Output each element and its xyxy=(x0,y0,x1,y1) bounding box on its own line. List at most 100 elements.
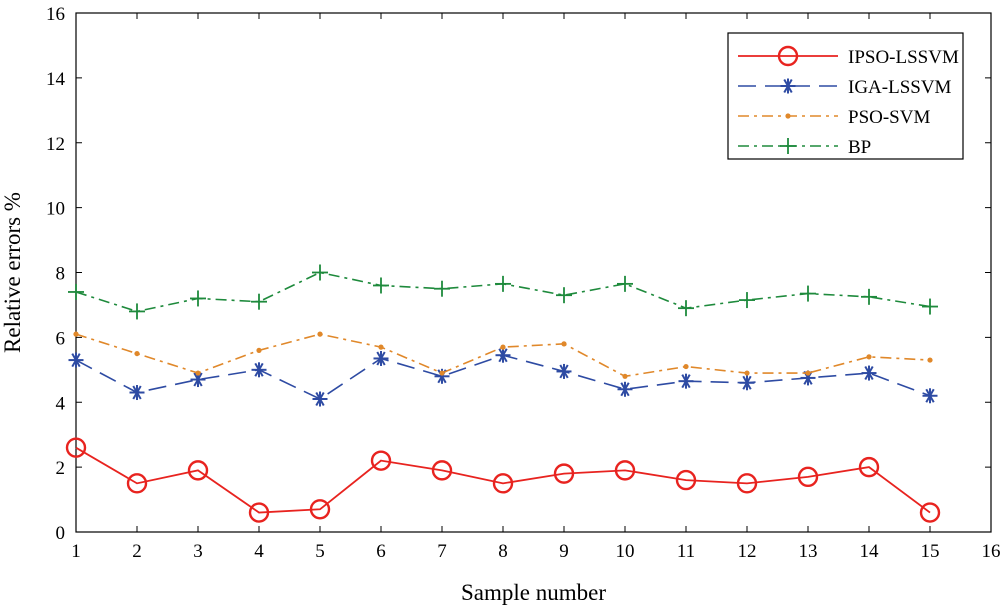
data-point xyxy=(434,280,450,297)
x-axis-title: Sample number xyxy=(461,580,606,605)
data-point xyxy=(805,370,811,376)
data-point xyxy=(312,264,328,281)
data-point xyxy=(495,347,511,363)
series-bp xyxy=(68,264,938,320)
data-point xyxy=(251,362,267,378)
legend-box xyxy=(727,32,964,160)
data-point xyxy=(922,388,938,404)
data-point xyxy=(187,460,209,481)
x-tick-label: 16 xyxy=(982,541,1000,562)
legend-entry: PSO-SVM xyxy=(738,107,930,128)
y-tick-label: 6 xyxy=(56,328,66,349)
legend-entry: BP xyxy=(738,137,871,158)
data-point xyxy=(126,473,148,494)
series-iga-lssvm xyxy=(68,347,938,407)
x-tick-label: 15 xyxy=(921,541,940,562)
data-point xyxy=(492,473,514,494)
data-point xyxy=(927,357,933,363)
data-point xyxy=(248,502,270,523)
data-point xyxy=(919,502,941,523)
data-point xyxy=(617,381,633,397)
data-point xyxy=(495,275,511,292)
data-point xyxy=(195,370,201,376)
legend-label: BP xyxy=(848,137,871,158)
y-tick-label: 16 xyxy=(46,4,65,25)
data-point xyxy=(678,300,694,317)
data-point xyxy=(561,341,567,347)
data-point xyxy=(317,331,323,337)
legend-marker xyxy=(780,138,796,154)
data-point xyxy=(861,288,877,305)
x-tick-label: 9 xyxy=(559,541,569,562)
x-tick-label: 11 xyxy=(677,541,695,562)
data-point xyxy=(190,290,206,307)
series-layer xyxy=(65,264,941,523)
x-tick-label: 8 xyxy=(498,541,508,562)
data-point xyxy=(251,293,267,310)
legend-entry: IGA-LSSVM xyxy=(738,77,952,98)
data-point xyxy=(65,437,87,458)
data-point xyxy=(866,354,872,360)
y-tick-label: 14 xyxy=(46,69,66,90)
data-point xyxy=(614,460,636,481)
data-point xyxy=(739,292,755,309)
data-point xyxy=(309,499,331,520)
data-point xyxy=(373,277,389,294)
legend-label: IPSO-LSSVM xyxy=(848,47,959,68)
x-tick-label: 6 xyxy=(376,541,386,562)
legend-marker xyxy=(777,45,799,67)
data-point xyxy=(370,450,392,471)
data-point xyxy=(617,275,633,292)
x-tick-label: 4 xyxy=(254,541,264,562)
data-point xyxy=(129,385,145,401)
data-point xyxy=(797,466,819,488)
y-tick-label: 2 xyxy=(56,458,66,479)
x-tick-label: 13 xyxy=(799,541,818,562)
legend-marker xyxy=(780,78,796,94)
data-point xyxy=(434,368,450,384)
data-point xyxy=(622,373,628,379)
series-pso-svm xyxy=(73,331,933,379)
data-point xyxy=(556,363,572,379)
legend: IPSO-LSSVM IGA-LSSVM PSO-SVM BP xyxy=(727,32,964,160)
legend-marker xyxy=(785,113,791,119)
data-point xyxy=(858,456,880,478)
x-tick-label: 5 xyxy=(315,541,325,562)
data-point xyxy=(800,285,816,302)
data-point xyxy=(378,344,384,350)
data-point xyxy=(744,370,750,376)
x-tick-label: 2 xyxy=(132,541,142,562)
data-point xyxy=(256,347,262,353)
data-point xyxy=(431,460,453,481)
series-ipso-lssvm xyxy=(65,437,941,523)
data-point xyxy=(675,469,697,491)
y-tick-label: 12 xyxy=(46,134,65,155)
data-point xyxy=(129,303,145,320)
y-tick-label: 8 xyxy=(56,264,66,285)
data-point xyxy=(556,287,572,304)
x-tick-label: 3 xyxy=(193,541,203,562)
data-point xyxy=(736,473,758,494)
legend-entry: IPSO-LSSVM xyxy=(738,45,959,68)
data-point xyxy=(68,283,84,300)
series-line xyxy=(75,446,931,514)
y-axis-title: Relative errors % xyxy=(0,192,25,353)
data-point xyxy=(68,352,84,368)
data-point xyxy=(500,344,506,350)
data-point xyxy=(190,372,206,388)
data-point xyxy=(739,375,755,391)
data-point xyxy=(683,363,689,370)
data-point xyxy=(439,370,445,376)
x-tick-label: 14 xyxy=(860,541,880,562)
data-point xyxy=(73,331,79,337)
y-tick-label: 4 xyxy=(56,393,66,414)
y-tick-label: 0 xyxy=(56,523,66,544)
data-point xyxy=(373,350,389,366)
x-tick-label: 12 xyxy=(738,541,757,562)
data-point xyxy=(922,298,938,315)
series-line xyxy=(75,333,931,378)
x-tick-label: 7 xyxy=(437,541,447,562)
y-tick-label: 10 xyxy=(46,199,65,220)
